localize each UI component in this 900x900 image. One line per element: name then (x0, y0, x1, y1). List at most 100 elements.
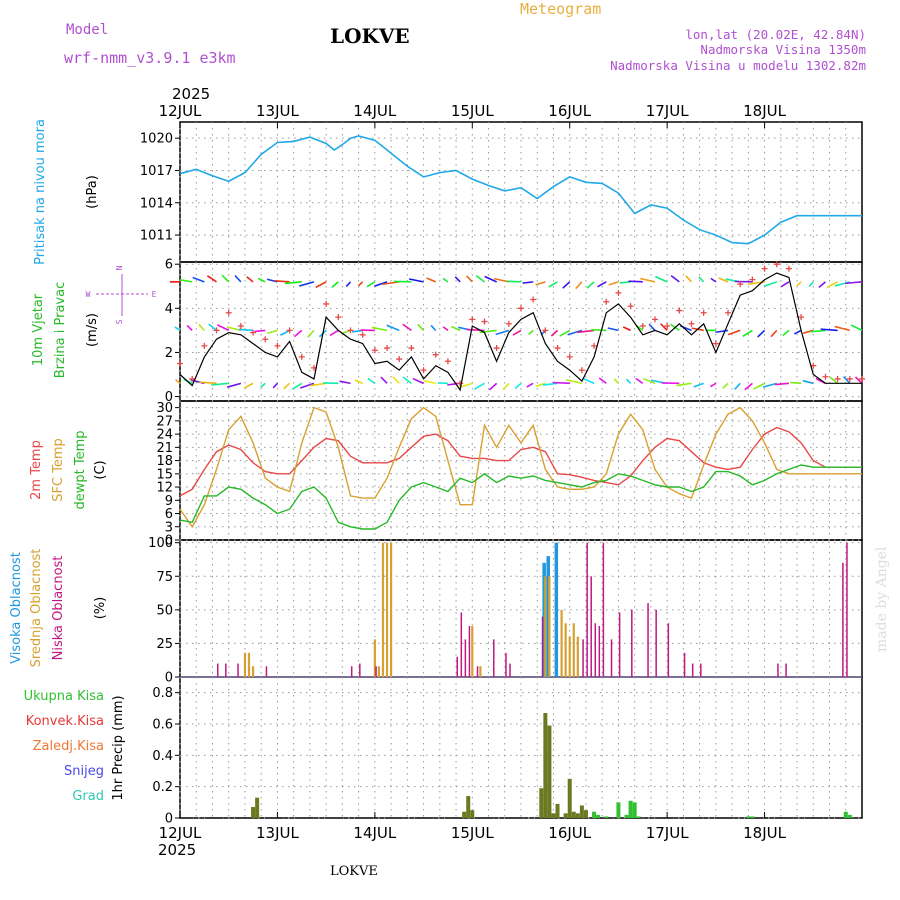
wind-arrow (794, 329, 802, 335)
cloud-bar-2 (777, 663, 779, 677)
wind-arrow (619, 281, 631, 284)
wind-arrow (179, 278, 193, 283)
wind-arrow (818, 281, 826, 289)
temp-line-2 (179, 464, 862, 530)
wind-arrow (442, 326, 449, 332)
y-tick-label: 27 (156, 414, 173, 429)
wind-arrow (495, 329, 510, 336)
cloud-bar-2 (667, 623, 670, 677)
temperature-panel (179, 400, 863, 541)
precip-bar (547, 725, 552, 818)
wind-gust-marker (725, 309, 732, 316)
cloud-bar-2 (691, 663, 694, 677)
y-tick-label: 3 (165, 520, 173, 535)
compass-n: N (115, 265, 124, 270)
wind-arrow (715, 329, 729, 334)
wind-legend-1: 10m Vjetar (31, 293, 46, 366)
cloud-bar-1 (572, 623, 575, 677)
wind-gust-marker (518, 305, 524, 312)
wind-arrow (244, 382, 254, 389)
cloud-legend-low: Niska Oblacnost (51, 556, 66, 661)
wind-gust-marker (554, 345, 561, 352)
wind-arrow (770, 329, 778, 338)
wind-gust-marker (286, 327, 293, 334)
precip-bar (255, 797, 260, 818)
wind-arrow (331, 281, 339, 288)
cloud-bar-2 (468, 625, 471, 677)
wind-arrow (635, 377, 644, 385)
y-tick-label: 1011 (140, 229, 173, 244)
wind-gust-marker (505, 320, 512, 327)
wind-arrow (654, 275, 668, 283)
y-tick-label: 18 (156, 454, 173, 469)
y-tick-label: 4 (165, 302, 173, 317)
wind-arrow (727, 329, 741, 336)
model-name: wrf-nmm_v3.9.1 e3km (64, 49, 236, 67)
cloud-bar-2 (350, 666, 353, 677)
cloud-bar-0 (554, 542, 559, 677)
wind-arrow (512, 329, 522, 336)
wind-arrow (454, 276, 461, 283)
y-tick-label: 1020 (140, 132, 173, 147)
wind-arrow (234, 275, 242, 283)
cloud-bar-1 (373, 639, 376, 677)
wind-arrow (854, 376, 863, 384)
precip-bar (616, 802, 621, 818)
cloud-bar-2 (594, 623, 597, 677)
y-tick-label: 0 (165, 671, 173, 686)
y-tick-label: 30 (156, 401, 173, 416)
cloud-bar-1 (560, 609, 563, 677)
wind-gust-marker (432, 351, 439, 358)
wind-gust-marker (834, 375, 841, 382)
wind-arrow (734, 382, 741, 390)
wind-arrow (329, 329, 339, 337)
precip-bar (632, 802, 637, 818)
wind-arrow (226, 382, 242, 388)
wind-arrow (718, 277, 729, 283)
wind-arrow (386, 324, 400, 332)
wind-arrow (640, 277, 656, 283)
wind-gust-marker (530, 296, 537, 303)
y-tick-label: 75 (156, 570, 173, 585)
wind-gust-marker (566, 353, 573, 360)
wind-arrow (216, 324, 230, 332)
wind-arrow (246, 276, 254, 283)
wind-legend-2: Brzina i Pravac (53, 282, 68, 379)
wind-gust-marker (761, 265, 768, 272)
wind-arrow (300, 382, 315, 389)
y-tick-label: 0 (165, 390, 173, 405)
x-tick-label-bottom: 15JUL (451, 824, 494, 842)
wind-arrow (238, 328, 254, 332)
wind-arrow (367, 377, 376, 385)
coords-text: lon,lat (20.02E, 42.84N) (685, 27, 866, 42)
wind-arrow (559, 329, 571, 337)
x-tick-label-top: 18JUL (743, 102, 786, 120)
wind-arrow (315, 281, 327, 289)
wind-gust-marker (323, 300, 330, 307)
precip-legend-conv: Konvek.Kisa (26, 714, 104, 729)
wind-arrow (426, 277, 437, 283)
cloud-bar-1 (548, 576, 551, 677)
wind-arrow (628, 280, 643, 283)
product-title: Meteogram (520, 0, 601, 18)
cloud-bar-2 (505, 652, 507, 677)
cloud-bar-2 (618, 612, 621, 677)
precip-bar (251, 807, 256, 818)
cloud-bar-2 (846, 542, 848, 677)
wind-arrow (753, 382, 765, 390)
precip-bar (604, 816, 609, 818)
y-tick-label: 1017 (140, 164, 173, 179)
cloud-bar-2 (375, 666, 377, 677)
cloud-bar-2 (464, 639, 467, 677)
cloud-unit: (%) (93, 597, 108, 620)
cloud-bar-2 (683, 652, 686, 677)
wind-arrow (826, 281, 839, 289)
cloud-bar-2 (598, 625, 601, 677)
wind-arrow (526, 382, 534, 388)
wind-arrow (267, 329, 278, 334)
wind-arrow (586, 281, 595, 289)
wind-arrow (354, 379, 363, 385)
wind-gust-marker (213, 327, 220, 334)
cloud-bar-2 (582, 639, 584, 677)
wind-arrow (272, 382, 279, 389)
